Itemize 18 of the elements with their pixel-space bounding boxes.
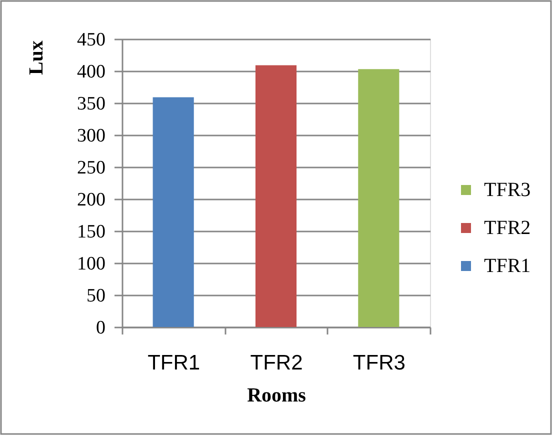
x-axis-title: Rooms bbox=[247, 384, 306, 406]
x-tick-label: TFR3 bbox=[352, 352, 406, 374]
x-tick-label: TFR1 bbox=[148, 352, 200, 374]
y-tick-label: 200 bbox=[77, 190, 106, 210]
y-tick-label: 50 bbox=[86, 286, 106, 306]
y-tick-label: 400 bbox=[77, 62, 106, 82]
legend-label: TFR1 bbox=[484, 255, 531, 277]
y-tick-label: 250 bbox=[77, 158, 106, 178]
y-tick-label: 150 bbox=[77, 222, 106, 242]
y-tick-label: 100 bbox=[77, 254, 106, 274]
y-axis-title: Lux bbox=[26, 40, 48, 75]
legend-label: TFR3 bbox=[484, 179, 531, 201]
y-tick-label: 350 bbox=[77, 94, 106, 114]
legend-label: TFR2 bbox=[484, 217, 531, 239]
y-tick-label: 300 bbox=[77, 126, 106, 146]
x-tick-label: TFR2 bbox=[250, 352, 303, 374]
y-tick-label: 0 bbox=[96, 318, 106, 338]
y-tick-label: 450 bbox=[77, 30, 106, 50]
